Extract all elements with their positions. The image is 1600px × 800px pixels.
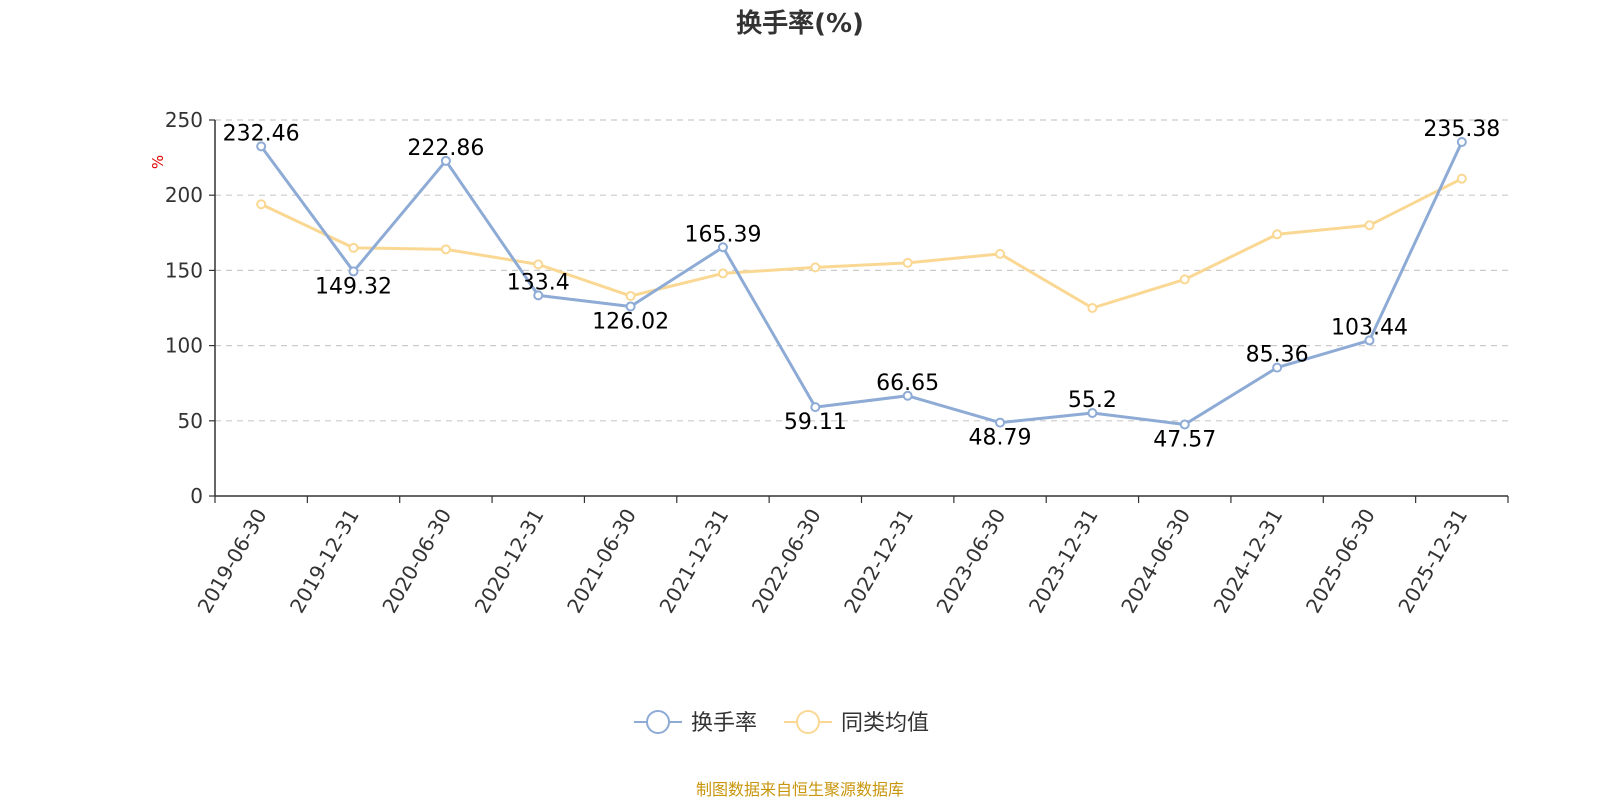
data-point[interactable]	[1456, 136, 1467, 147]
chart-title: 换手率(%)	[736, 8, 864, 39]
x-tick-label: 2023-12-31	[1024, 505, 1103, 618]
x-tick-label: 2020-06-30	[377, 505, 456, 618]
legend-label: 同类均值	[841, 711, 929, 736]
data-label: 222.86	[407, 136, 484, 161]
x-tick-label: 2024-12-31	[1209, 505, 1288, 618]
data-label: 103.44	[1331, 315, 1408, 340]
data-point[interactable]	[1272, 229, 1283, 240]
y-tick-label: 150	[165, 258, 203, 282]
data-label: 59.11	[784, 410, 847, 435]
data-point[interactable]	[533, 259, 544, 270]
data-point[interactable]	[902, 390, 913, 401]
y-tick-label: 250	[165, 108, 203, 132]
y-tick-label: 0	[190, 484, 203, 508]
data-point[interactable]	[1364, 335, 1375, 346]
data-point[interactable]	[625, 290, 636, 301]
data-point[interactable]	[1364, 220, 1375, 231]
data-point[interactable]	[440, 244, 451, 255]
data-point[interactable]	[717, 242, 728, 253]
data-point[interactable]	[440, 155, 451, 166]
x-tick-label: 2025-12-31	[1393, 505, 1472, 618]
data-point[interactable]	[348, 266, 359, 277]
data-label: 48.79	[969, 426, 1032, 451]
series-group	[256, 136, 1467, 430]
data-point[interactable]	[1179, 274, 1190, 285]
source-note: 制图数据来自恒生聚源数据库	[696, 780, 904, 799]
data-point[interactable]	[810, 262, 821, 273]
data-point[interactable]	[1087, 407, 1098, 418]
data-point[interactable]	[256, 199, 267, 210]
x-tick-label: 2020-12-31	[470, 505, 549, 618]
data-label: 149.32	[315, 274, 392, 299]
data-point[interactable]	[1087, 303, 1098, 313]
data-point[interactable]	[1272, 362, 1283, 373]
x-tick-label: 2019-12-31	[285, 505, 364, 618]
legend[interactable]: 换手率 同类均值	[634, 710, 929, 736]
data-label: 66.65	[876, 371, 939, 396]
data-point[interactable]	[256, 141, 267, 152]
data-labels: 232.46 149.32 222.86 133.4 126.02 165.39 59.11…	[223, 117, 1501, 452]
y-tick-label: 50	[178, 409, 203, 433]
data-point[interactable]	[533, 290, 544, 301]
series-turnover	[256, 136, 1467, 430]
data-label: 47.57	[1153, 427, 1216, 452]
data-point[interactable]	[717, 268, 728, 279]
data-label: 232.46	[223, 121, 300, 146]
data-label: 55.2	[1068, 388, 1117, 413]
grid-lines	[215, 119, 1508, 422]
x-tick-label: 2021-06-30	[562, 505, 641, 618]
x-tick-label: 2019-06-30	[193, 505, 272, 618]
series-line	[259, 141, 1464, 426]
y-axis-unit: %	[149, 155, 167, 169]
data-label: 85.36	[1246, 343, 1309, 368]
data-label: 235.38	[1423, 117, 1500, 142]
x-tick-label: 2025-06-30	[1301, 505, 1380, 618]
data-label: 165.39	[684, 222, 761, 247]
y-tick-label: 200	[165, 183, 203, 207]
legend-item-peer-average[interactable]: 同类均值	[784, 710, 929, 736]
data-point[interactable]	[1456, 173, 1467, 184]
x-tick-label: 2023-06-30	[931, 505, 1010, 618]
data-label: 133.4	[507, 270, 570, 295]
data-point[interactable]	[625, 301, 636, 312]
data-point[interactable]	[348, 242, 359, 253]
y-tick-label: 100	[165, 334, 203, 358]
data-point[interactable]	[810, 402, 821, 413]
series-line	[260, 177, 1463, 310]
legend-marker	[796, 710, 820, 734]
x-tick-label: 2021-12-31	[654, 505, 733, 618]
x-tick-label: 2022-06-30	[747, 505, 826, 618]
legend-marker	[646, 710, 670, 734]
data-point[interactable]	[995, 248, 1006, 259]
series-peer-average	[256, 173, 1467, 313]
x-tick-label: 2022-12-31	[839, 505, 918, 618]
data-point[interactable]	[995, 417, 1006, 428]
legend-item-turnover[interactable]: 换手率	[634, 710, 757, 736]
legend-label: 换手率	[691, 711, 757, 736]
data-label: 126.02	[592, 309, 669, 334]
x-tick-label: 2024-06-30	[1116, 505, 1195, 618]
data-point[interactable]	[1179, 419, 1190, 430]
data-point[interactable]	[902, 257, 913, 268]
